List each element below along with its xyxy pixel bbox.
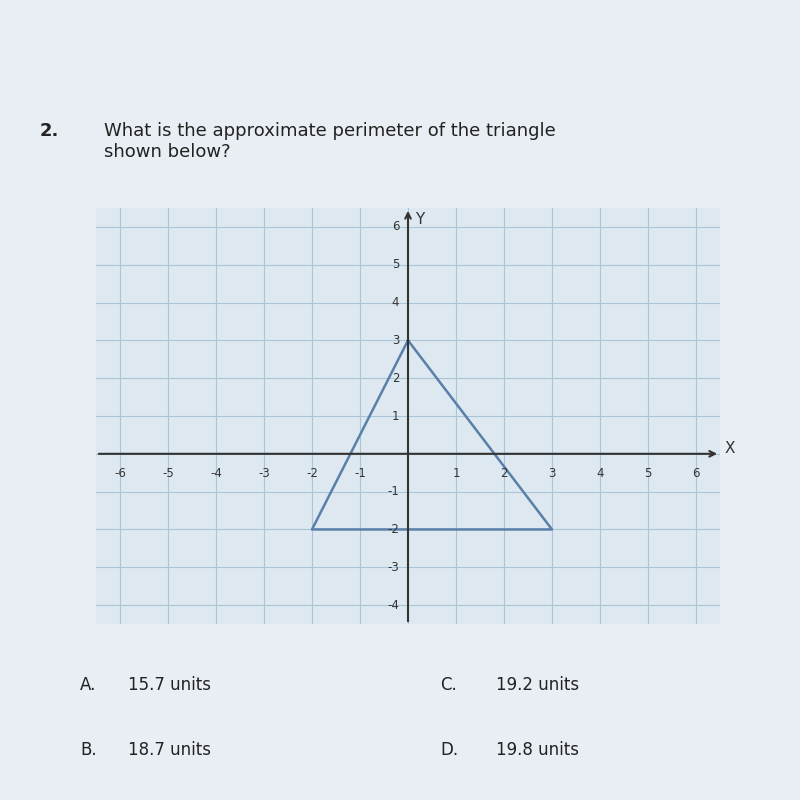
Text: 2: 2	[392, 372, 399, 385]
Text: 18.7 units: 18.7 units	[128, 741, 211, 758]
Text: -2: -2	[387, 523, 399, 536]
Text: B.: B.	[80, 741, 97, 758]
Text: -2: -2	[306, 467, 318, 480]
Text: 2.: 2.	[40, 122, 59, 140]
Text: D.: D.	[440, 741, 458, 758]
Text: 6: 6	[392, 221, 399, 234]
Text: C.: C.	[440, 676, 457, 694]
Text: What is the approximate perimeter of the triangle
shown below?: What is the approximate perimeter of the…	[104, 122, 556, 161]
Text: -3: -3	[258, 467, 270, 480]
Text: 3: 3	[548, 467, 556, 480]
Text: X: X	[725, 441, 735, 456]
Text: 1: 1	[452, 467, 460, 480]
Text: 1: 1	[392, 410, 399, 422]
Text: 4: 4	[596, 467, 604, 480]
Text: -4: -4	[210, 467, 222, 480]
Text: A.: A.	[80, 676, 96, 694]
Text: -4: -4	[387, 598, 399, 611]
Text: -5: -5	[162, 467, 174, 480]
Text: Y: Y	[415, 212, 425, 226]
Text: 6: 6	[692, 467, 700, 480]
Text: 3: 3	[392, 334, 399, 347]
Text: 19.2 units: 19.2 units	[496, 676, 579, 694]
Text: -6: -6	[114, 467, 126, 480]
Text: -3: -3	[388, 561, 399, 574]
Text: 15.7 units: 15.7 units	[128, 676, 211, 694]
Text: -1: -1	[387, 485, 399, 498]
Text: 19.8 units: 19.8 units	[496, 741, 579, 758]
Text: -1: -1	[354, 467, 366, 480]
Text: 4: 4	[392, 296, 399, 309]
Text: 5: 5	[392, 258, 399, 271]
Text: 2: 2	[500, 467, 508, 480]
Text: 5: 5	[644, 467, 652, 480]
